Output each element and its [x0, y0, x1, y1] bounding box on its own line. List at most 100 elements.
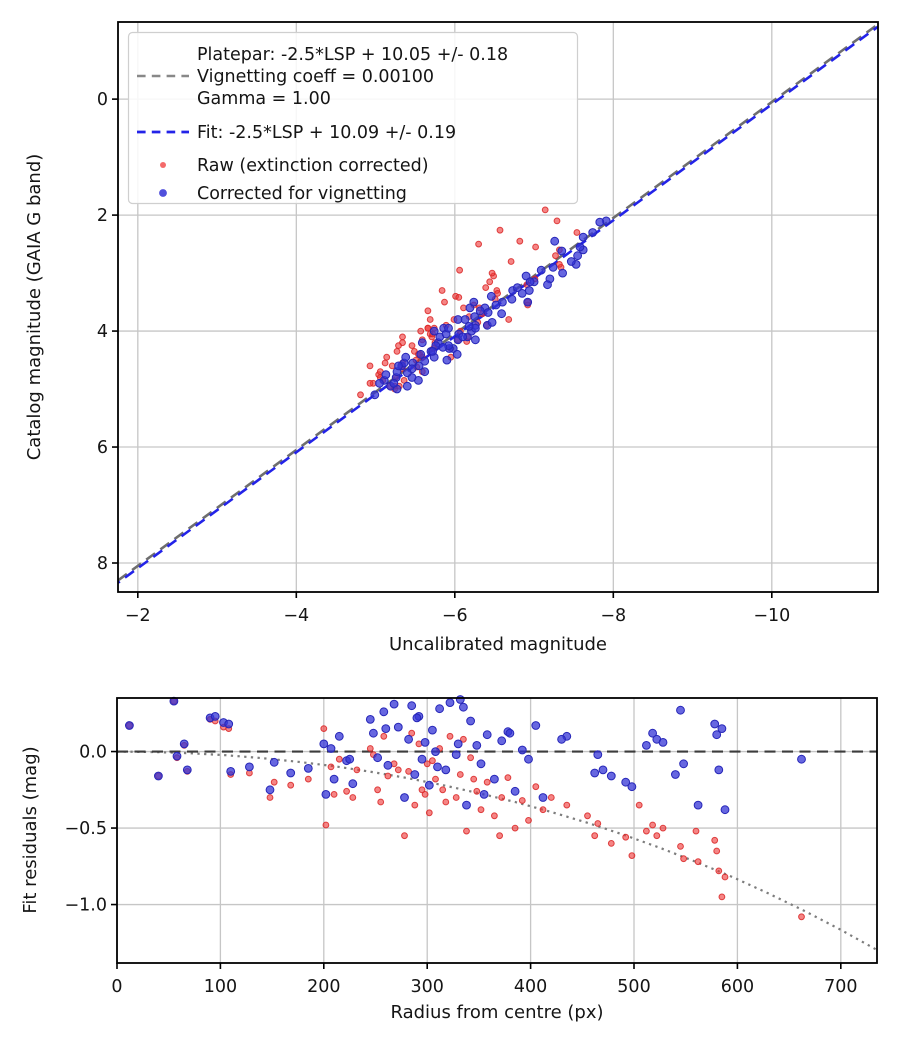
x-tick-label: −4 — [283, 606, 309, 626]
scatter-point-corrected — [451, 750, 461, 759]
scatter-point-raw — [442, 798, 450, 806]
scatter-point-corrected — [676, 705, 685, 715]
legend-platepar-label-line2: Vignetting coeff = 0.00100 — [197, 67, 434, 87]
scatter-point-corrected — [245, 762, 254, 772]
reference-lines — [116, 750, 878, 951]
x-tick-label: −6 — [442, 606, 468, 626]
scatter-point-corrected — [476, 759, 486, 769]
scatter-point-raw — [366, 745, 374, 752]
scatter-point-corrected — [543, 280, 552, 290]
legend-fit-label: Fit: -2.5*LSP + 10.09 +/- 0.19 — [197, 123, 456, 143]
scatter-point-corrected — [588, 228, 598, 237]
scatter-point-raw — [532, 243, 539, 251]
ticks: −2 −4 −6 −8 −10 0 2 4 6 8 — [97, 90, 790, 626]
scatter-point-raw — [381, 359, 389, 367]
scatter-point-corrected — [593, 750, 603, 759]
y-tick-label: −1.0 — [65, 896, 108, 916]
scatter-point-raw — [552, 252, 559, 260]
scatter-point-raw — [721, 873, 729, 881]
series-corrected — [124, 695, 806, 815]
scatter-point-corrected — [401, 352, 411, 362]
scatter-point-raw — [452, 794, 460, 801]
scatter-point-raw — [353, 766, 361, 774]
scatter-point-corrected — [464, 322, 474, 331]
scatter-point-corrected — [400, 793, 409, 802]
scatter-point-corrected — [379, 707, 389, 717]
scatter-point-raw — [401, 832, 408, 840]
scatter-point-corrected — [441, 765, 451, 775]
scatter-point-corrected — [414, 361, 424, 371]
scatter-point-corrected — [429, 326, 439, 336]
scatter-point-corrected — [179, 739, 189, 749]
scatter-point-raw — [270, 778, 278, 786]
scatter-point-raw — [483, 778, 491, 786]
scatter-point-corrected — [326, 744, 336, 753]
scatter-point-raw — [607, 840, 615, 847]
scatter-point-raw — [470, 775, 478, 783]
x-tick-label: 0 — [111, 977, 122, 997]
scatter-point-corrected — [606, 771, 616, 781]
scatter-point-corrected — [469, 297, 479, 307]
x-tick-label: −8 — [600, 606, 626, 626]
scatter-point-raw — [516, 237, 524, 245]
scatter-point-raw — [384, 772, 392, 780]
top-plot: −2 −4 −6 −8 −10 0 2 4 6 8 Uncalibrated magnitude … — [24, 21, 879, 655]
scatter-point-corrected — [505, 728, 515, 738]
scatter-point-corrected — [407, 701, 417, 711]
scatter-point-corrected — [389, 378, 399, 388]
scatter-point-raw — [411, 801, 419, 809]
legend-corrected-label: Corrected for vignetting — [197, 184, 407, 204]
scatter-point-corrected — [402, 381, 412, 391]
scatter-point-raw — [320, 725, 328, 732]
scatter-point-raw — [477, 806, 485, 814]
scatter-point-corrected — [334, 731, 344, 741]
scatter-point-raw — [532, 783, 540, 791]
scatter-point-corrected — [566, 257, 576, 266]
scatter-point-corrected — [714, 765, 724, 775]
scatter-point-raw — [456, 771, 464, 778]
scatter-point-corrected — [472, 741, 482, 750]
scatter-point-corrected — [417, 338, 427, 348]
scatter-point-raw — [677, 843, 684, 850]
scatter-point-corrected — [498, 297, 507, 307]
scatter-point-corrected — [433, 762, 442, 772]
scatter-point-corrected — [417, 754, 427, 764]
scatter-point-corrected — [517, 745, 527, 755]
scatter-point-corrected — [455, 695, 465, 704]
scatter-point-corrected — [470, 312, 480, 322]
scatter-point-corrected — [550, 236, 560, 246]
scatter-point-raw — [591, 832, 599, 840]
scatter-point-corrected — [573, 251, 582, 261]
scatter-point-raw — [539, 806, 547, 814]
scatter-point-corrected — [557, 246, 567, 256]
scatter-point-corrected — [458, 332, 468, 342]
bottom-plot: 0 100 200 300 400 500 600 700 0.0 −0.5 −1.0 Radius… — [20, 695, 878, 1023]
scatter-point-corrected — [389, 699, 399, 709]
scatter-point-raw — [439, 786, 447, 794]
scatter-point-raw — [556, 261, 563, 268]
scatter-point-raw — [659, 824, 667, 832]
scatter-point-corrected — [557, 734, 566, 744]
scatter-point-raw — [643, 827, 650, 835]
scatter-point-corrected — [598, 765, 608, 775]
scatter-point-corrected — [428, 347, 438, 356]
scatter-point-raw — [694, 858, 702, 866]
scatter-point-corrected — [525, 277, 535, 287]
scatter-point-raw — [541, 206, 549, 214]
scatter-point-corrected — [658, 738, 668, 747]
scatter-point-raw — [424, 307, 432, 315]
scatter-point-corrected — [329, 774, 339, 784]
scatter-point-raw — [573, 229, 581, 236]
grid — [116, 698, 877, 963]
scatter-point-corrected — [712, 730, 722, 740]
scatter-point-raw — [496, 832, 504, 840]
scatter-point-corrected — [452, 349, 462, 359]
x-tick-label: 100 — [204, 977, 237, 997]
scatter-point-raw — [488, 269, 496, 277]
scatter-point-corrected — [269, 757, 279, 767]
scatter-point-raw — [511, 824, 519, 832]
scatter-point-raw — [518, 797, 526, 804]
scatter-point-corrected — [445, 698, 455, 707]
scatter-point-corrected — [435, 704, 445, 714]
scatter-point-raw — [426, 316, 434, 323]
